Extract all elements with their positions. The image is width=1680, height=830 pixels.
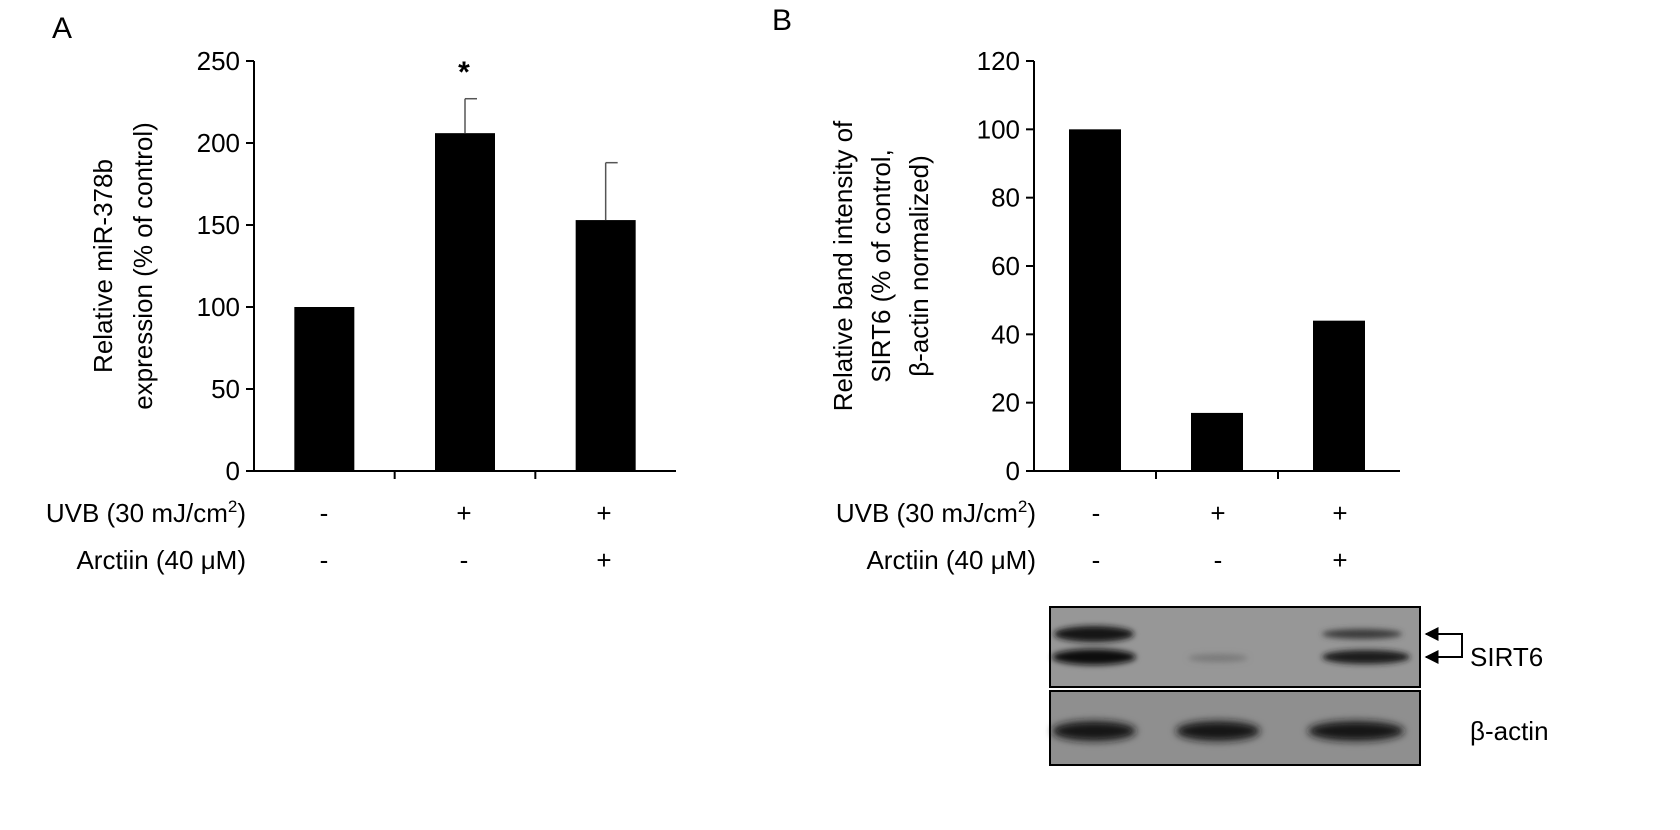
panel-b: B Relative band intensity of SIRT6 (% of…	[772, 4, 1549, 766]
panel-b-y-tick-label: 100	[977, 114, 1020, 144]
sirt6-blot-membrane	[1049, 606, 1421, 688]
panel-a-y-axis: 0 50 100 150 200 250	[197, 46, 255, 486]
panel-b-y-tick-label: 120	[977, 46, 1020, 76]
panel-b-uvb-mark-3: +	[1332, 498, 1347, 528]
panel-b-bar-3	[1313, 320, 1365, 471]
panel-a-ylabel-line2: expression (% of control)	[128, 122, 158, 410]
sirt6-band-upper-lane-3	[1322, 629, 1402, 639]
actin-blot	[1049, 690, 1421, 766]
panel-b-label: B	[772, 4, 792, 37]
panel-a-uvb-mark-2: +	[456, 498, 471, 528]
panel-b-bar-1	[1069, 129, 1121, 472]
panel-a-bar-1	[294, 307, 355, 471]
panel-a-bar-2	[435, 133, 495, 471]
panel-a-y-tick-label: 200	[197, 128, 240, 158]
panel-b-y-axis: 0 20 40 60 80 100 120	[977, 46, 1035, 486]
sirt6-bracket	[1454, 633, 1463, 658]
panel-a-y-tick-label: 50	[211, 374, 240, 404]
panel-b-uvb-mark-1: -	[1092, 498, 1101, 528]
panel-b-ylabel-line2: SIRT6 (% of control,	[866, 149, 896, 383]
panel-b-ylabel-line3: β-actin normalized)	[904, 155, 934, 377]
panel-a-arctiin-row-label: Arctiin (40 μM)	[76, 545, 246, 575]
panel-a-uvb-row-label: UVB (30 mJ/cm2)	[46, 497, 246, 528]
panel-a-arctiin-mark-1: -	[320, 545, 329, 575]
panel-a-bar-3	[575, 220, 636, 471]
panel-b-plot-area	[1034, 129, 1400, 479]
panel-b-uvb-mark-2: +	[1210, 498, 1225, 528]
sirt6-blot-label: SIRT6	[1470, 642, 1543, 672]
panel-a-label: A	[52, 12, 72, 45]
panel-a-uvb-mark-3: +	[596, 498, 611, 528]
sirt6-band-upper-lane-1	[1054, 626, 1134, 642]
panel-b-y-tick-label: 40	[991, 319, 1020, 349]
actin-band-lane-3	[1308, 721, 1404, 741]
panel-a-uvb-mark-1: -	[320, 498, 329, 528]
panel-a-y-tick-label: 150	[197, 210, 240, 240]
panel-a-y-tick-label: 250	[197, 46, 240, 76]
panel-b-y-tick-label: 60	[991, 251, 1020, 281]
panel-b-arctiin-mark-3: +	[1332, 545, 1347, 575]
sirt6-band-lower-lane-2	[1188, 654, 1248, 662]
panel-a-arctiin-mark-3: +	[596, 545, 611, 575]
panel-a-ylabel-line1: Relative miR-378b	[88, 159, 118, 373]
actin-band-lane-1	[1052, 721, 1136, 741]
panel-b-bar-2	[1191, 412, 1243, 471]
actin-band-lane-2	[1176, 721, 1260, 741]
panel-b-arctiin-mark-2: -	[1214, 545, 1223, 575]
panel-b-uvb-row-label: UVB (30 mJ/cm2)	[836, 497, 1036, 528]
panel-b-arctiin-row-label: Arctiin (40 μM)	[866, 545, 1036, 575]
panel-a: A Relative miR-378b expression (% of con…	[46, 12, 676, 575]
panel-b-arctiin-mark-1: -	[1092, 545, 1101, 575]
panel-a-plot-area	[254, 97, 676, 479]
panel-b-y-tick-label: 80	[991, 183, 1020, 213]
sirt6-band-lower-lane-1	[1052, 649, 1136, 665]
panel-a-y-tick-label: 100	[197, 292, 240, 322]
panel-b-y-tick-label: 20	[991, 388, 1020, 418]
actin-blot-label: β-actin	[1470, 716, 1549, 746]
panel-b-ylabel-line1: Relative band intensity of	[828, 120, 858, 411]
sirt6-band-lower-lane-3	[1322, 650, 1410, 664]
panel-a-significance-mark: *	[458, 56, 470, 89]
sirt6-blot	[1049, 606, 1421, 688]
panel-b-y-tick-label: 0	[1006, 456, 1020, 486]
panel-a-arctiin-mark-2: -	[460, 545, 469, 575]
panel-a-y-tick-label: 0	[226, 456, 240, 486]
